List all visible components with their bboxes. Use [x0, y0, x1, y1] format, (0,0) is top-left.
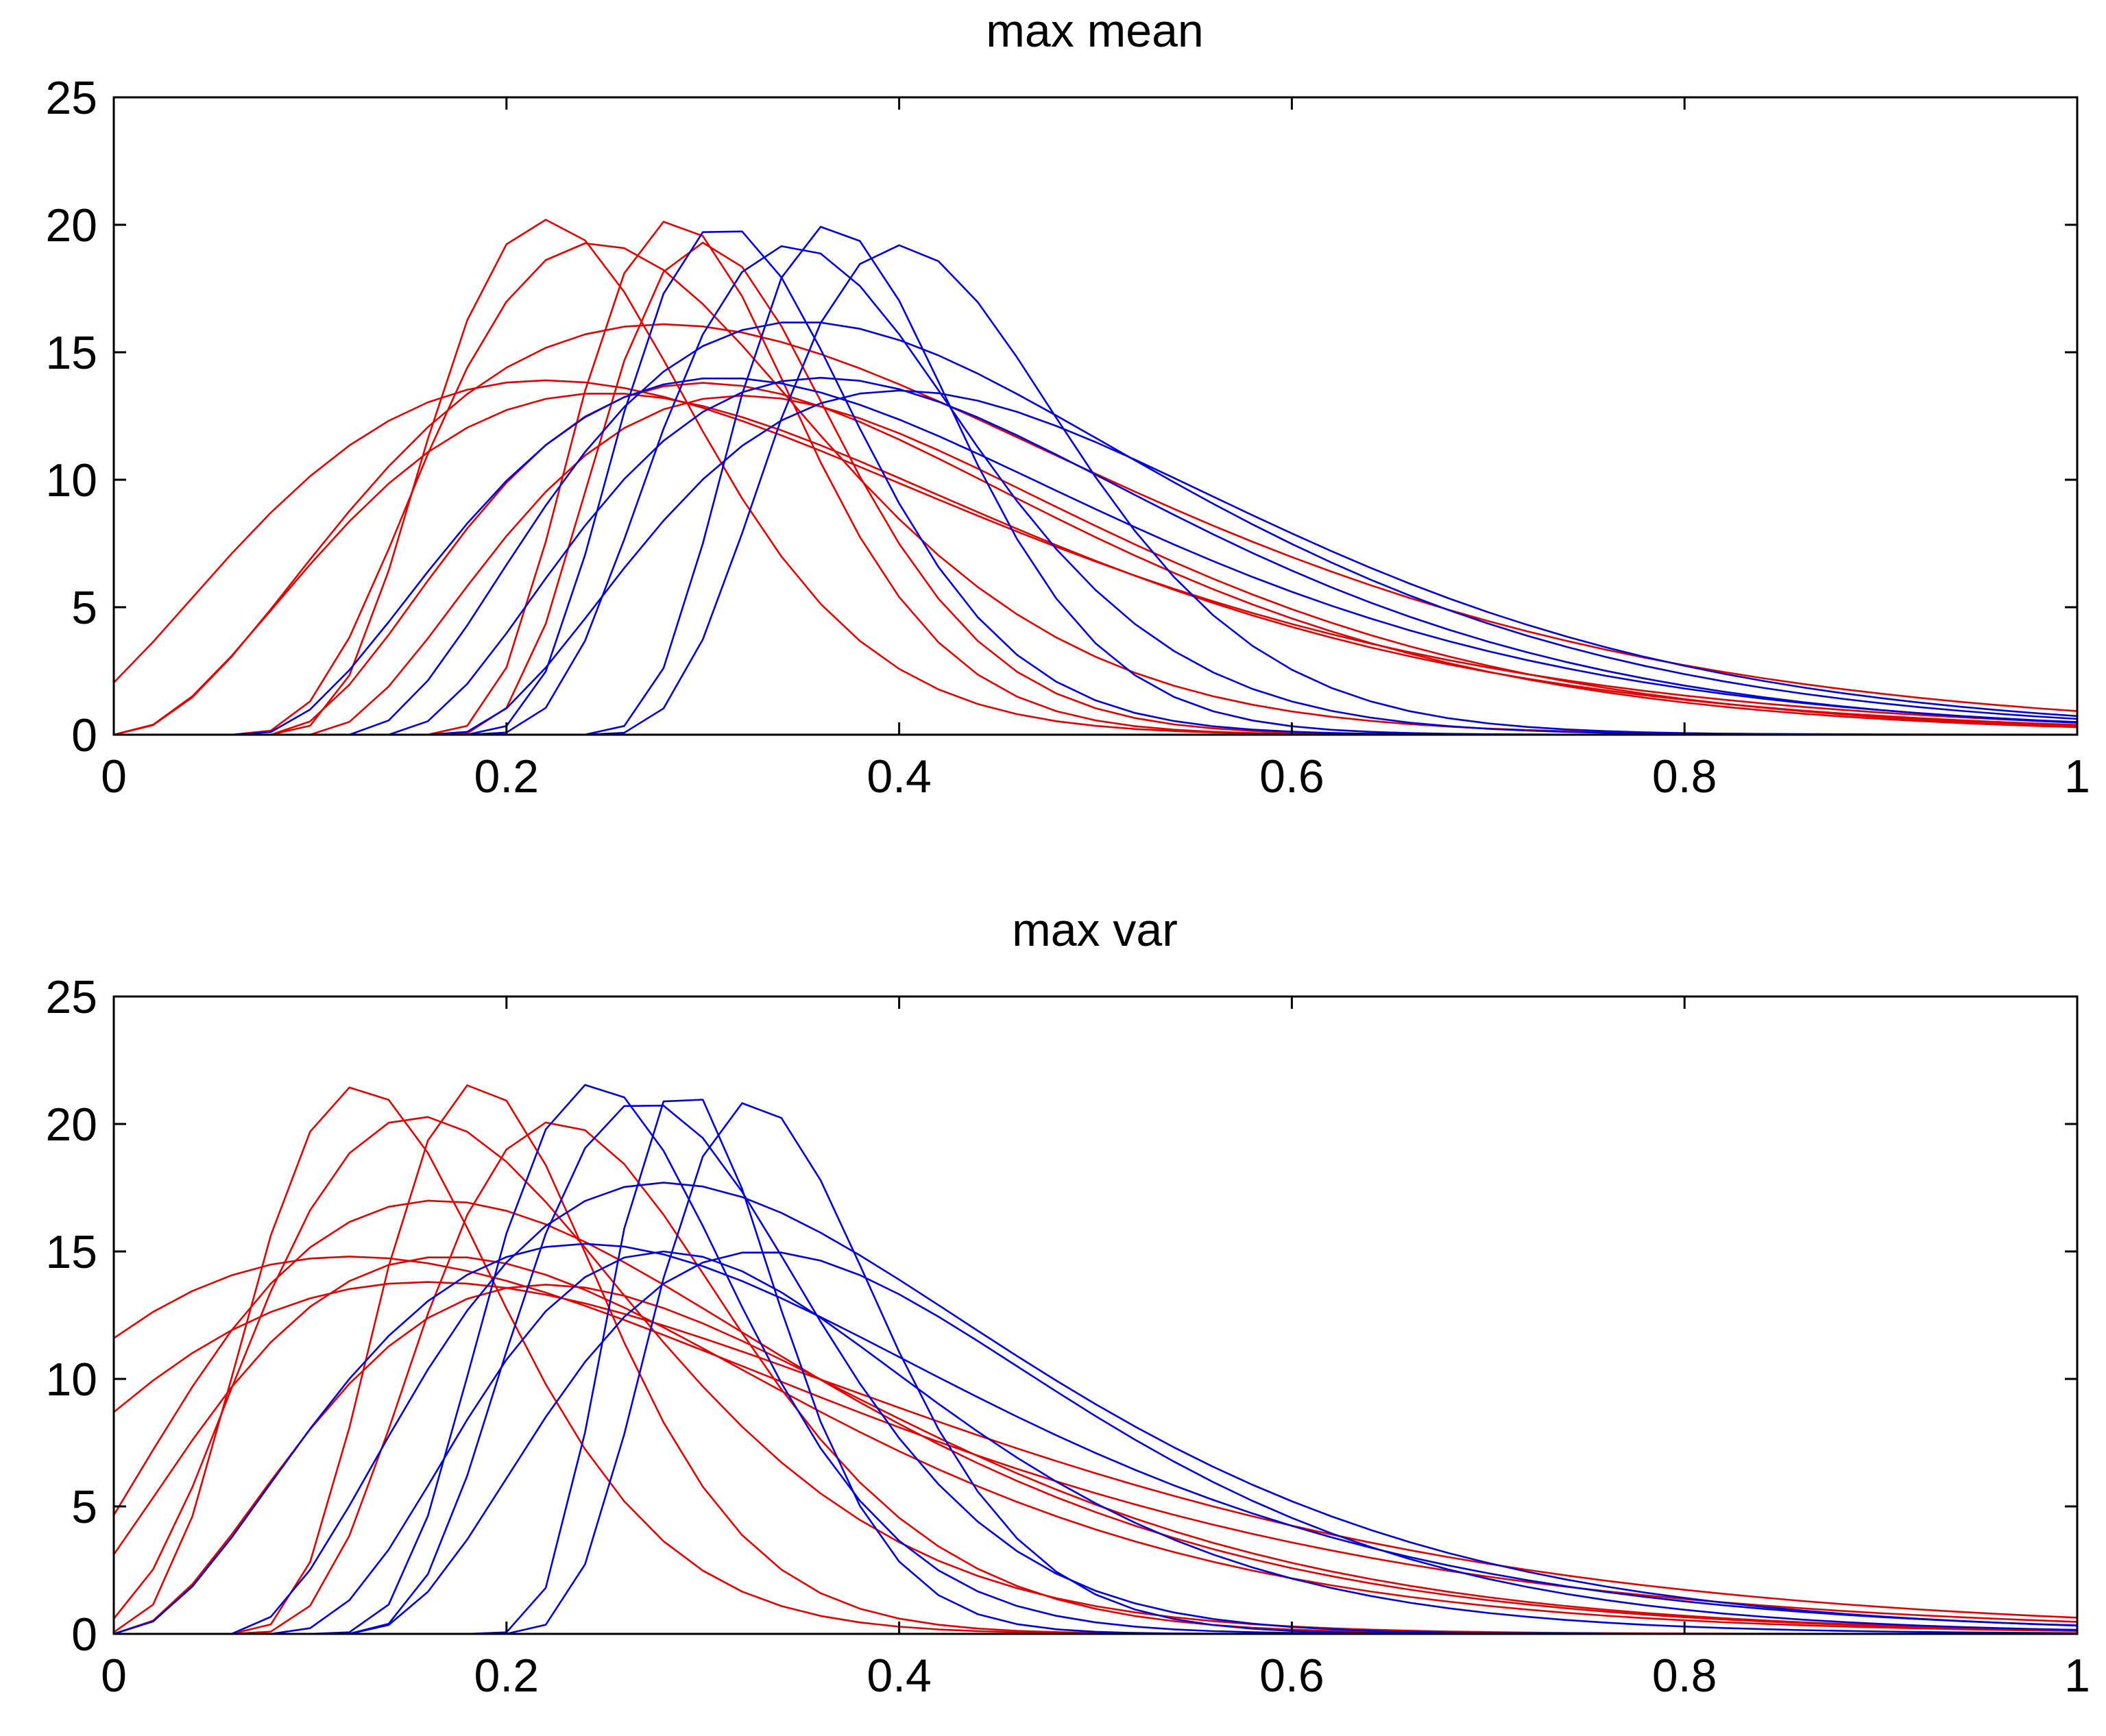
- series-line-red-3: [114, 221, 2077, 735]
- y-tick-label: 10: [45, 1354, 97, 1406]
- series-line-blue-5: [114, 1182, 2077, 1634]
- chart-title: max mean: [986, 5, 1203, 57]
- y-tick-label: 20: [45, 1099, 97, 1151]
- y-tick-label: 5: [71, 582, 97, 634]
- x-tick-label: 0.4: [867, 750, 932, 803]
- y-tick-label: 0: [71, 1609, 97, 1661]
- y-tick-label: 10: [45, 454, 97, 506]
- x-tick-label: 0.8: [1652, 1650, 1717, 1702]
- x-tick-label: 0: [101, 1650, 127, 1702]
- x-tick-label: 1: [2064, 1650, 2090, 1702]
- x-tick-label: 0: [101, 750, 127, 803]
- chart-title: max var: [1012, 904, 1178, 956]
- series-line-blue-5: [114, 321, 2077, 735]
- y-tick-label: 25: [45, 971, 97, 1023]
- series-line-blue-7: [114, 376, 2077, 735]
- y-tick-label: 15: [45, 327, 97, 379]
- series-line-red-5: [114, 1199, 2077, 1631]
- x-tick-label: 0.8: [1652, 750, 1717, 803]
- series-line-red-6: [114, 1256, 2077, 1623]
- series-line-blue-6: [114, 377, 2077, 735]
- series-line-red-9: [114, 1284, 2077, 1634]
- y-tick-label: 5: [71, 1481, 97, 1533]
- y-tick-label: 0: [71, 709, 97, 761]
- axes-box: [112, 995, 2079, 1635]
- axes-box: [112, 96, 2079, 736]
- series-line-blue-6: [114, 1243, 2077, 1634]
- series-line-blue-4: [114, 1102, 2077, 1634]
- series-line-blue-8: [114, 1251, 2077, 1634]
- x-tick-label: 0.4: [867, 1650, 932, 1702]
- series-line-red-8: [114, 1256, 2077, 1632]
- y-tick-label: 15: [45, 1226, 97, 1278]
- x-tick-label: 1: [2064, 750, 2090, 803]
- x-tick-label: 0.6: [1259, 1650, 1324, 1702]
- series-line-red-8: [114, 382, 2077, 735]
- x-tick-label: 0.2: [474, 750, 540, 803]
- series-line-red-9: [114, 394, 2077, 735]
- series-line-blue-7: [114, 1250, 2077, 1634]
- x-tick-label: 0.2: [474, 1650, 540, 1702]
- series-line-blue-1: [114, 1084, 2077, 1634]
- series-line-red-1: [114, 219, 2077, 735]
- y-tick-label: 25: [45, 72, 97, 124]
- x-tick-label: 0.6: [1259, 750, 1324, 803]
- series-line-blue-3: [114, 225, 2077, 735]
- y-tick-label: 20: [45, 199, 97, 252]
- series-line-blue-3: [114, 1099, 2077, 1634]
- series-line-red-7: [114, 1281, 2077, 1619]
